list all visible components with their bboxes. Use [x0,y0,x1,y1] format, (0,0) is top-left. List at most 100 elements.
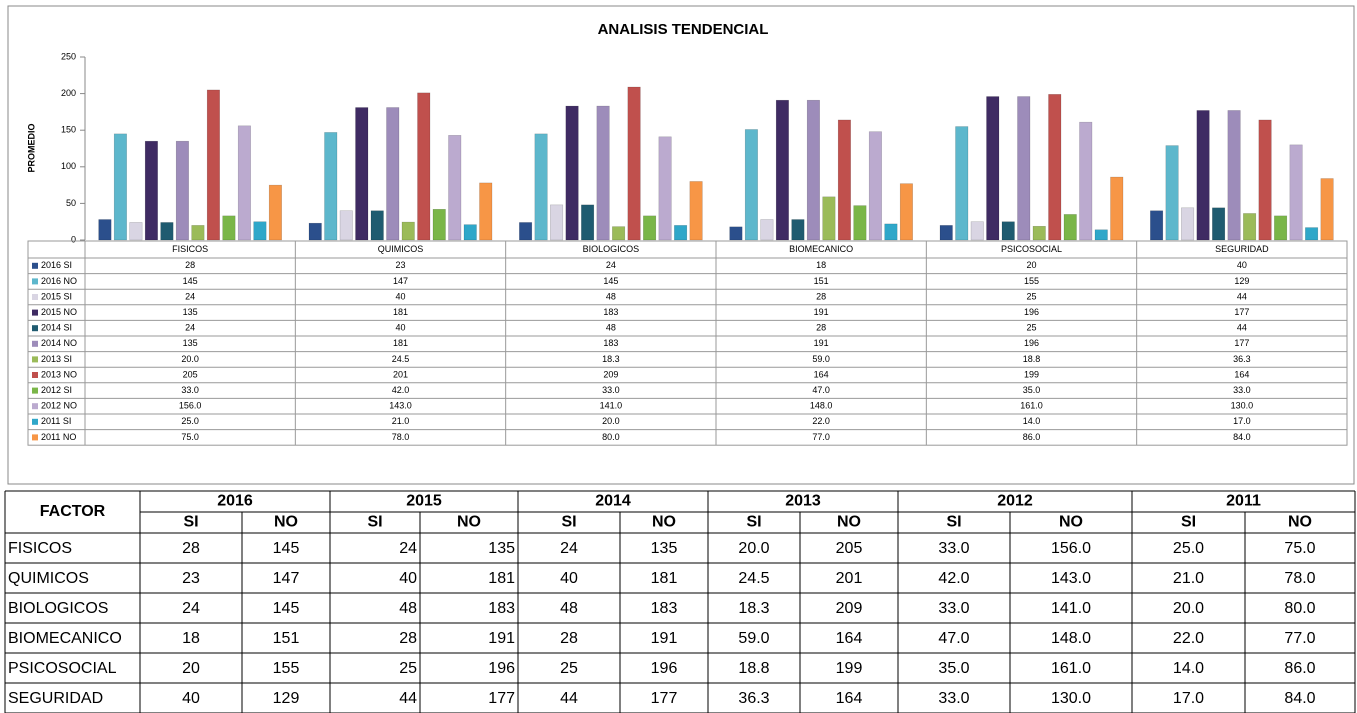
legend-swatch [32,372,38,378]
bar [884,223,898,241]
column-header: SI [367,514,382,531]
data-label: 24 [606,260,616,270]
legend-label: 2013 NO [41,369,77,379]
table-cell: 18 [182,630,200,647]
table-cell: 156.0 [1051,540,1091,557]
table-cell: 161.0 [1051,660,1091,677]
legend-swatch [32,434,38,441]
x-tick-label: QUIMICOS [378,244,424,254]
bar [324,132,338,241]
legend-swatch [32,387,38,394]
legend-swatch [32,309,38,316]
table-cell: 130.0 [1051,690,1091,707]
bar [822,196,836,241]
bar [729,226,743,241]
data-label: 42.0 [392,385,410,395]
data-label: 143.0 [389,401,412,411]
table-cell: 155 [273,660,300,677]
x-tick-label: FISICOS [172,244,208,254]
table-cell: 40 [182,690,200,707]
data-label: 164 [1234,369,1249,379]
data-label: 191 [814,307,829,317]
bar [1001,221,1015,241]
data-label: 24 [185,291,195,301]
data-label: 199 [1024,369,1039,379]
table-cell: 196 [651,660,678,677]
legend-label: 2012 SI [41,385,72,395]
table-cell: 80.0 [1284,600,1315,617]
legend-swatch [32,403,38,410]
legend-swatch [32,262,38,269]
bar [463,224,477,241]
legend-swatch [32,418,38,425]
data-label: 18.8 [1023,354,1041,364]
legend-swatch [32,278,38,285]
data-label: 135 [183,338,198,348]
bar [175,140,189,241]
table-cell: 205 [836,540,863,557]
data-label: 135 [183,307,198,317]
table-cell: 48 [399,600,417,617]
bar [1150,210,1164,241]
table-cell: 47.0 [938,630,969,647]
y-tick-label: 100 [61,161,76,171]
data-label: 23 [395,260,405,270]
data-label: 33.0 [181,385,199,395]
bar [627,86,641,241]
bar [1032,225,1046,241]
column-header: NO [1288,514,1312,531]
bar [791,219,805,241]
data-label: 177 [1234,338,1249,348]
bar [370,210,384,241]
column-header: NO [457,514,481,531]
y-tick-label: 50 [66,198,76,208]
row-label: QUIMICOS [8,570,89,587]
table-cell: 196 [488,660,515,677]
data-label: 141.0 [600,401,623,411]
data-label: 40 [395,323,405,333]
table-cell: 33.0 [938,540,969,557]
bar [1017,96,1031,241]
data-label: 161.0 [1020,401,1043,411]
year-header: 2012 [997,493,1033,510]
data-label: 201 [393,369,408,379]
data-label: 145 [603,276,618,286]
bar [1258,119,1272,241]
data-label: 205 [183,369,198,379]
table-cell: 183 [651,600,678,617]
table-cell: 143.0 [1051,570,1091,587]
chart-frame [7,5,1355,485]
table-cell: 177 [488,690,515,707]
row-label: BIOLOGICOS [8,600,108,617]
data-label: 14.0 [1023,416,1041,426]
table-cell: 59.0 [738,630,769,647]
bar [1212,207,1226,241]
year-header: 2011 [1226,493,1261,510]
data-label: 77.0 [812,432,830,442]
table-cell: 18.3 [738,600,769,617]
legend-label: 2012 NO [41,401,77,411]
data-label: 181 [393,307,408,317]
bar [658,136,672,241]
table-cell: 75.0 [1284,540,1315,557]
data-label: 59.0 [812,354,830,364]
data-label: 129 [1234,276,1249,286]
data-label: 209 [603,369,618,379]
column-header: NO [837,514,861,531]
data-label: 196 [1024,338,1039,348]
legend-label: 2015 NO [41,307,77,317]
legend-label: 2013 SI [41,354,72,364]
bar [643,215,657,241]
x-tick-label: BIOMECANICO [789,244,853,254]
bar [581,204,595,241]
bar [479,182,493,241]
data-label: 18 [816,260,826,270]
data-label: 33.0 [1233,385,1251,395]
legend-label: 2016 SI [41,260,72,270]
legend-label: 2014 NO [41,338,77,348]
bar [1079,121,1093,241]
row-label: PSICOSOCIAL [8,660,117,677]
row-label: BIOMECANICO [8,630,122,647]
data-label: 18.3 [602,354,620,364]
table-cell: 33.0 [938,600,969,617]
